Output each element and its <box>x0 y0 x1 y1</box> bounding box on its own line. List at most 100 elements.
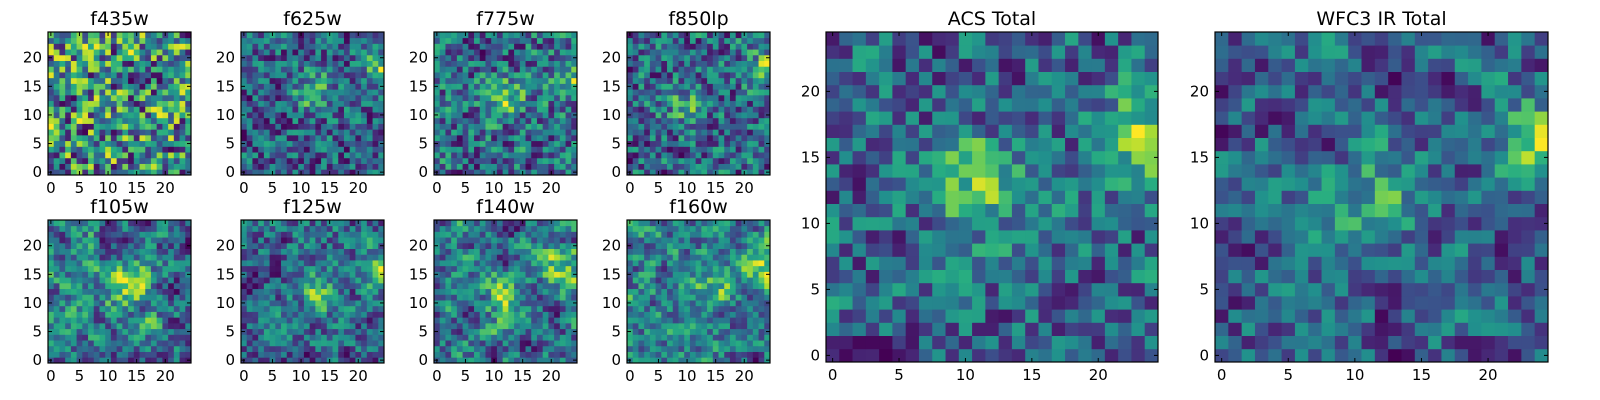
heatmap-cell <box>468 123 475 130</box>
heatmap-cell <box>462 60 469 67</box>
heatmap-cell <box>179 100 186 107</box>
heatmap-cell <box>502 83 509 90</box>
heatmap-cell <box>70 322 77 330</box>
heatmap-cell <box>110 60 118 67</box>
heatmap-cell <box>462 112 469 119</box>
heatmap-cell <box>491 123 498 130</box>
heatmap-cell <box>735 54 742 61</box>
heatmap-cell <box>110 163 118 170</box>
heatmap-cell <box>48 340 55 347</box>
heatmap-cell <box>741 66 748 73</box>
heatmap-cell <box>554 60 561 67</box>
heatmap-cell <box>258 43 265 50</box>
heatmap-cell <box>764 72 771 79</box>
heatmap-cell <box>156 134 163 142</box>
heatmap-cell <box>281 265 288 272</box>
heatmap-cell <box>179 328 186 335</box>
heatmap-cell <box>638 345 645 352</box>
heatmap-cell <box>571 237 578 244</box>
heatmap-cell <box>701 94 708 102</box>
heatmap-cell <box>315 54 322 61</box>
heatmap-cell <box>162 117 169 124</box>
heatmap-cell <box>548 317 555 324</box>
heatmap-cell <box>116 231 123 238</box>
heatmap-cell <box>542 300 549 307</box>
heatmap-cell <box>632 282 639 290</box>
heatmap-cell <box>116 54 123 61</box>
heatmap-cell <box>502 340 509 347</box>
heatmap-cell <box>355 340 362 347</box>
heatmap-cell <box>632 305 639 312</box>
heatmap-cell <box>281 237 288 244</box>
heatmap-cell <box>378 43 385 50</box>
heatmap-cell <box>764 106 771 113</box>
heatmap-cell <box>139 100 146 107</box>
heatmap-cell <box>269 254 276 261</box>
x-tick-label: 0 <box>432 367 442 385</box>
heatmap-cell <box>252 328 259 335</box>
heatmap-cell <box>474 94 481 102</box>
heatmap-cell <box>678 100 685 107</box>
heatmap-cell <box>741 134 748 142</box>
heatmap-cell <box>661 77 668 84</box>
heatmap-cell <box>275 169 282 176</box>
heatmap-cell <box>145 152 152 159</box>
heatmap-cell <box>338 72 345 79</box>
heatmap-cell <box>741 282 748 290</box>
heatmap-cell <box>150 351 158 358</box>
heatmap-cell <box>525 37 532 44</box>
heatmap-cell <box>689 271 697 278</box>
heatmap-cell <box>632 345 639 352</box>
heatmap-cell <box>162 77 169 84</box>
heatmap-cell <box>269 237 276 244</box>
heatmap-cell <box>241 237 248 244</box>
heatmap-cell <box>445 254 452 261</box>
heatmap-cell <box>468 89 475 96</box>
heatmap-cell <box>372 157 379 164</box>
heatmap-cell <box>525 106 532 113</box>
heatmap-cell <box>105 129 112 136</box>
heatmap-cell <box>309 242 316 249</box>
heatmap-cell <box>59 112 66 119</box>
heatmap-cell <box>70 123 77 130</box>
heatmap-cell <box>321 248 328 255</box>
heatmap-cell <box>689 317 697 324</box>
heatmap-cell <box>156 300 163 307</box>
heatmap-cell <box>729 32 737 39</box>
heatmap-cell <box>246 328 253 335</box>
heatmap-cell <box>554 37 561 44</box>
heatmap-cell <box>349 288 356 295</box>
heatmap-cell <box>445 140 452 147</box>
heatmap-cell <box>479 134 486 142</box>
heatmap-cell <box>326 100 333 107</box>
heatmap-cell <box>718 322 725 330</box>
heatmap-cell <box>241 106 248 113</box>
heatmap-cell <box>281 49 288 56</box>
heatmap-cell <box>361 106 368 113</box>
heatmap-cell <box>684 328 691 335</box>
heatmap-cell <box>133 265 140 272</box>
heatmap-cell <box>456 265 463 272</box>
heatmap-cell <box>701 277 708 284</box>
heatmap-cell <box>672 294 679 301</box>
heatmap-cell <box>298 100 305 107</box>
heatmap-cell <box>496 152 504 159</box>
heatmap-cell <box>758 311 765 318</box>
heatmap-cell <box>309 265 316 272</box>
heatmap-cell <box>712 152 719 159</box>
heatmap-cell <box>468 340 475 347</box>
heatmap-cell <box>65 157 72 164</box>
heatmap-cell <box>298 146 305 153</box>
heatmap-cell <box>343 311 351 318</box>
heatmap-cell <box>707 277 714 284</box>
heatmap-cell <box>82 60 89 67</box>
heatmap-cell <box>309 54 316 61</box>
heatmap-cell <box>281 242 288 249</box>
heatmap-cell <box>179 300 186 307</box>
heatmap-cell <box>281 163 288 170</box>
heatmap-cell <box>525 334 532 341</box>
heatmap-cell <box>672 282 679 290</box>
heatmap-cell <box>701 123 708 130</box>
heatmap-cell <box>649 152 656 159</box>
heatmap-cell <box>701 106 708 113</box>
